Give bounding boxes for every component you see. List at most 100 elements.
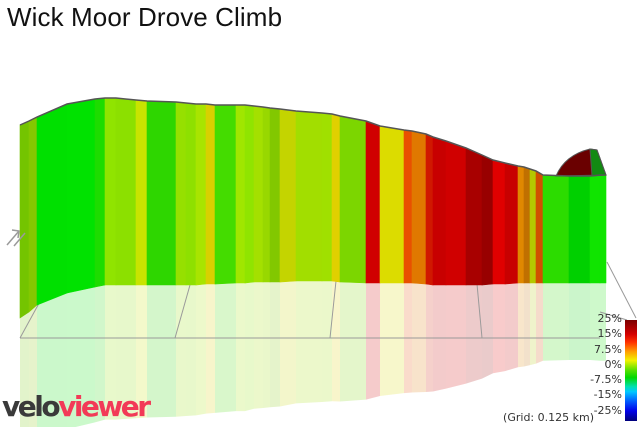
gradient-segment[interactable] <box>492 159 506 285</box>
reflection-segment <box>37 293 67 427</box>
gradient-segment[interactable] <box>28 116 38 313</box>
gradient-segment[interactable] <box>403 129 413 284</box>
gradient-segment[interactable] <box>517 165 525 284</box>
reflection-segment <box>296 281 322 404</box>
reflection-segment <box>340 282 366 402</box>
reflection-segment <box>322 281 332 402</box>
ground-grid <box>19 261 637 339</box>
gradient-segment[interactable] <box>36 103 68 306</box>
reflection-segment <box>600 283 606 361</box>
logo-part-viewer: viewer <box>58 390 151 423</box>
gradient-segment[interactable] <box>244 104 255 284</box>
legend-label: -25% <box>593 403 622 417</box>
gradient-segment[interactable] <box>568 175 591 284</box>
gradient-segment[interactable] <box>529 168 537 284</box>
gradient-segment[interactable] <box>269 107 281 283</box>
gradient-segment[interactable] <box>331 113 341 283</box>
reflection-segment <box>116 285 136 420</box>
reflection-segment <box>186 285 196 417</box>
legend-label: 15% <box>597 327 622 341</box>
gradient-segment[interactable] <box>432 136 447 286</box>
gradient-segment[interactable] <box>411 130 427 285</box>
grid-scale-note: (Grid: 0.125 km) <box>503 411 594 424</box>
gradient-segment[interactable] <box>589 174 601 284</box>
gradient-segment[interactable] <box>465 147 483 286</box>
gradient-segment[interactable] <box>295 110 323 282</box>
legend-label: 7.5% <box>594 342 622 356</box>
gradient-segment[interactable] <box>19 120 30 319</box>
gradient-segment[interactable] <box>94 97 106 288</box>
reflection-segment <box>530 283 536 366</box>
gradient-segment[interactable] <box>379 125 405 284</box>
reflection-segment <box>206 284 215 414</box>
gradient-segment[interactable] <box>542 174 570 284</box>
reflection-segment <box>95 285 105 423</box>
reflection-segment <box>366 283 380 400</box>
gradient-legend-labels: 25% 15% 7.5% 0% -7.5% -15% -25% <box>562 311 622 418</box>
reflection-segment <box>380 283 404 397</box>
gradient-segment[interactable] <box>599 174 607 284</box>
reflection-segment <box>196 284 206 416</box>
reflection-segment <box>215 283 236 413</box>
page-title: Wick Moor Drove Climb <box>7 2 283 32</box>
legend-label: -7.5% <box>590 373 622 387</box>
reflection-segment <box>29 305 37 427</box>
gradient-segment[interactable] <box>481 154 494 286</box>
gradient-colorbar <box>625 320 637 421</box>
reflection-segment <box>466 285 482 384</box>
gradient-segment[interactable] <box>115 97 137 286</box>
gradient-segment[interactable] <box>66 98 96 294</box>
legend-label: 25% <box>597 312 622 325</box>
gradient-segment[interactable] <box>445 140 467 286</box>
reflection-segment <box>524 283 530 367</box>
logo-part-velo: velo <box>2 390 61 423</box>
end-hump <box>555 148 607 177</box>
gradient-segment[interactable] <box>321 112 333 282</box>
gradient-segment[interactable] <box>205 103 216 285</box>
gradient-segment[interactable] <box>214 104 237 285</box>
reflection-segment <box>254 282 263 409</box>
gradient-segment[interactable] <box>253 105 264 283</box>
gradient-segment[interactable] <box>262 106 271 283</box>
reflection-segment <box>105 285 116 420</box>
gradient-segment[interactable] <box>104 97 117 286</box>
reflection-segment <box>236 283 245 412</box>
gradient-segment[interactable] <box>339 115 367 284</box>
profile-wall[interactable] <box>19 97 607 319</box>
reflection-segment <box>543 283 569 361</box>
gradient-segment[interactable] <box>146 100 177 286</box>
reflection-segment <box>147 285 176 418</box>
reflection-segment <box>245 282 254 412</box>
reflection-segment <box>263 282 270 408</box>
reflection-segment <box>505 283 518 372</box>
gradient-segment[interactable] <box>504 162 519 285</box>
reflection-segment <box>518 283 524 368</box>
reflection-segment <box>136 285 147 419</box>
gradient-segment[interactable] <box>425 133 434 286</box>
gradient-segment[interactable] <box>195 103 207 286</box>
reflection-segment <box>493 284 505 374</box>
direction-arrow-icon <box>6 229 26 247</box>
veloviewer-logo[interactable]: veloviewer <box>2 390 151 423</box>
reflection-segment <box>446 285 466 389</box>
reflection-segment <box>176 285 186 417</box>
gradient-segment[interactable] <box>175 101 187 286</box>
legend-label: 0% <box>604 357 622 371</box>
gradient-segment[interactable] <box>523 166 531 284</box>
gradient-segment[interactable] <box>535 170 544 284</box>
gradient-segment[interactable] <box>235 104 246 284</box>
gradient-segment[interactable] <box>185 102 197 286</box>
gradient-segment[interactable] <box>135 99 148 286</box>
reflection-segment <box>482 284 493 379</box>
reflection-segment <box>67 287 95 427</box>
profile-reflection <box>20 281 606 427</box>
reflection-segment <box>270 282 280 408</box>
reflection-segment <box>569 283 590 361</box>
legend-label: -15% <box>593 388 622 402</box>
reflection-segment <box>590 283 600 361</box>
profile-top-edge <box>19 97 606 177</box>
gradient-segment[interactable] <box>365 120 381 284</box>
gradient-segment[interactable] <box>279 108 297 283</box>
reflection-segment <box>20 312 29 427</box>
